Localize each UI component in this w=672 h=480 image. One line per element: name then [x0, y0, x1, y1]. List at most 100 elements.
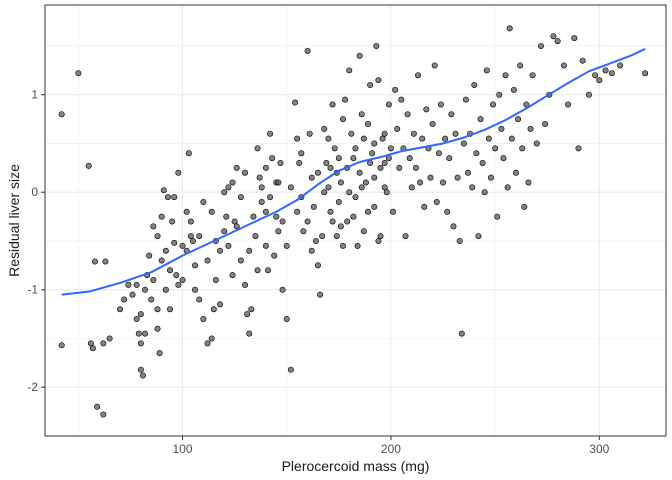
y-axis-ticks: -2 -1 0 1: [27, 88, 45, 394]
data-point: [496, 91, 503, 98]
data-point: [469, 184, 476, 191]
smooth-trend-line: [61, 47, 646, 296]
data-point: [137, 366, 144, 373]
data-point: [175, 281, 182, 288]
data-point: [267, 130, 274, 137]
data-point: [100, 411, 107, 418]
data-point: [408, 184, 415, 191]
data-point: [527, 125, 534, 132]
data-point: [348, 130, 355, 137]
data-point: [158, 213, 165, 220]
y-axis-title: Residual liver size: [6, 164, 22, 277]
data-point: [427, 174, 434, 181]
data-point: [267, 194, 274, 201]
data-point: [283, 315, 290, 322]
data-point: [217, 301, 224, 308]
data-point: [237, 194, 244, 201]
data-point: [494, 213, 501, 220]
data-point: [352, 194, 359, 201]
data-point: [585, 91, 592, 98]
data-point: [533, 140, 540, 147]
data-point: [404, 111, 411, 118]
data-point: [390, 208, 397, 215]
data-point: [262, 242, 269, 249]
data-point: [317, 291, 324, 298]
data-point: [314, 169, 321, 176]
data-point: [329, 101, 336, 108]
data-point: [339, 242, 346, 249]
data-point: [325, 184, 332, 191]
data-point: [377, 233, 384, 240]
data-point: [385, 101, 392, 108]
data-point: [510, 86, 517, 93]
data-point: [217, 247, 224, 254]
data-point: [294, 135, 301, 142]
data-point: [298, 150, 305, 157]
data-point: [292, 99, 299, 106]
grid: [45, 5, 666, 436]
data-point: [252, 233, 259, 240]
data-point: [454, 174, 461, 181]
data-point: [367, 159, 374, 166]
data-point: [394, 125, 401, 132]
data-point: [440, 179, 447, 186]
data-point: [204, 340, 211, 347]
data-point: [183, 208, 190, 215]
y-tick-label: 1: [31, 88, 38, 102]
data-point: [87, 340, 94, 347]
data-point: [550, 33, 557, 40]
data-point: [169, 218, 176, 225]
data-point: [448, 111, 455, 118]
data-point: [179, 242, 186, 249]
data-point: [304, 218, 311, 225]
data-point: [275, 179, 282, 186]
data-point: [135, 330, 142, 337]
data-points: [58, 25, 649, 418]
data-point: [283, 242, 290, 249]
data-point: [75, 70, 82, 77]
data-point: [171, 194, 178, 201]
data-point: [475, 233, 482, 240]
x-tick-label: 300: [589, 442, 609, 456]
data-point: [383, 189, 390, 196]
data-point: [523, 101, 530, 108]
data-point: [477, 116, 484, 123]
data-point: [415, 72, 422, 79]
data-point: [85, 162, 92, 169]
data-point: [279, 218, 286, 225]
data-point: [402, 233, 409, 240]
data-point: [142, 286, 149, 293]
data-point: [381, 130, 388, 137]
data-point: [500, 155, 507, 162]
data-point: [617, 62, 624, 69]
data-point: [419, 135, 426, 142]
panel-border: [44, 4, 667, 437]
data-point: [473, 150, 480, 157]
x-axis-title: Plerocercoid mass (mg): [282, 458, 430, 474]
data-point: [148, 296, 155, 303]
data-point: [369, 150, 376, 157]
data-point: [233, 223, 240, 230]
data-point: [381, 159, 388, 166]
data-point: [229, 179, 236, 186]
data-point: [200, 198, 207, 205]
data-point: [560, 62, 567, 69]
data-point: [498, 125, 505, 132]
data-point: [462, 96, 469, 103]
data-point: [221, 228, 228, 235]
data-point: [92, 258, 99, 265]
data-point: [444, 208, 451, 215]
data-point: [146, 252, 153, 259]
data-point: [162, 247, 169, 254]
data-point: [248, 306, 255, 313]
data-point: [308, 247, 315, 254]
data-point: [410, 130, 417, 137]
data-point: [431, 62, 438, 69]
data-point: [258, 198, 265, 205]
data-point: [212, 276, 219, 283]
data-point: [94, 403, 101, 410]
data-point: [575, 145, 582, 152]
data-point: [504, 184, 511, 191]
data-point: [423, 106, 430, 113]
